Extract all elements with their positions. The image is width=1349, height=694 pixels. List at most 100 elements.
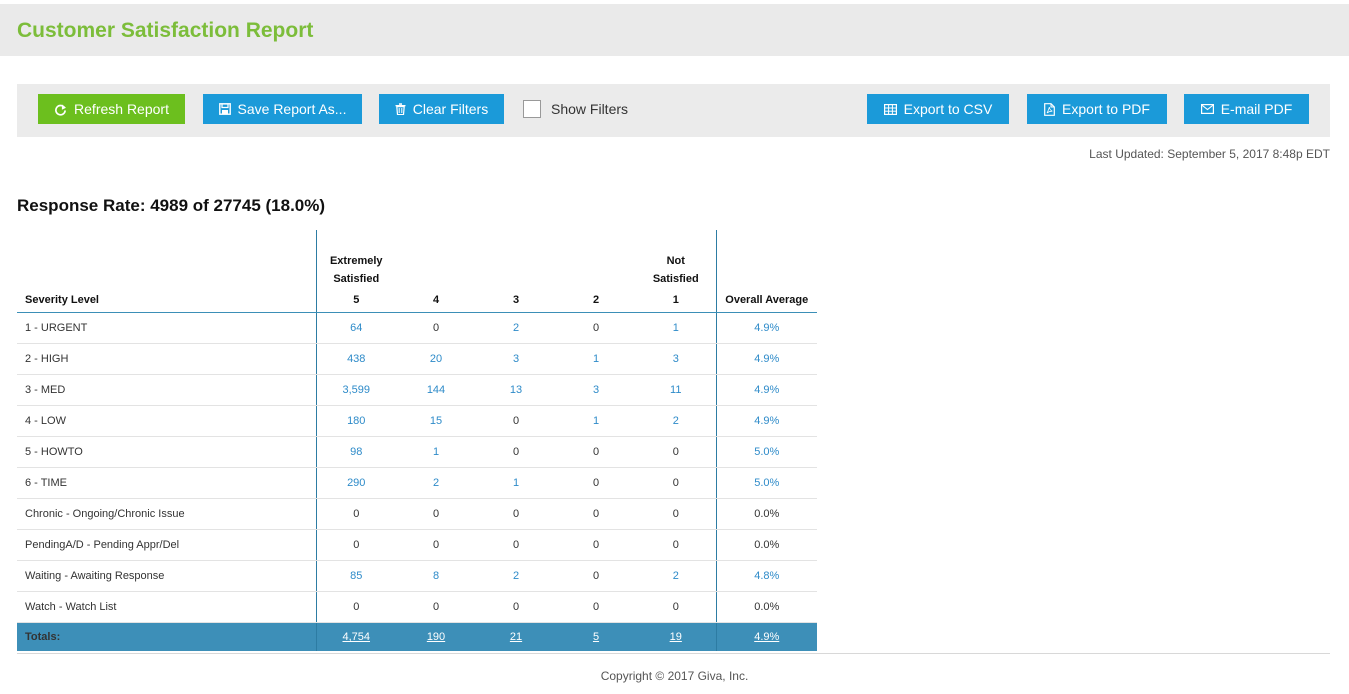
rating-5-count[interactable]: 438 — [347, 353, 366, 365]
export-csv-button[interactable]: Export to CSV — [867, 94, 1009, 124]
overall-average-label: Overall Average — [725, 294, 809, 306]
rating-5-count[interactable]: 64 — [350, 322, 363, 334]
table-cell: 0 — [556, 498, 636, 530]
satisfaction-table: Severity Level Extremely Satisfied 5 4 3… — [17, 230, 817, 651]
trash-icon — [395, 103, 406, 115]
rating-4-count[interactable]: 2 — [432, 477, 440, 489]
totals-rating-2-link[interactable]: 5 — [592, 631, 600, 643]
rating-5-count[interactable]: 85 — [350, 570, 363, 582]
rating-4-count[interactable]: 144 — [426, 384, 446, 396]
table-cell: 0 — [636, 529, 717, 561]
extremely-satisfied-line2: Satisfied — [333, 273, 380, 285]
table-cell: 5.0% — [716, 467, 817, 499]
table-cell: 0 — [316, 591, 396, 623]
response-rate-heading: Response Rate: 4989 of 27745 (18.0%) — [17, 196, 326, 215]
average-value[interactable]: 4.9% — [754, 415, 780, 427]
rating-3-count[interactable]: 2 — [512, 570, 520, 582]
clear-filters-button[interactable]: Clear Filters — [379, 94, 504, 124]
page-header: Customer Satisfaction Report — [0, 4, 1349, 56]
table-icon — [883, 103, 897, 115]
rating-2-count: 0 — [592, 601, 600, 613]
rating-1-count[interactable]: 2 — [672, 570, 679, 582]
severity-level-cell: 2 - HIGH — [17, 343, 317, 375]
totals-row: Totals: 4,754 190 21 5 19 4.9% — [17, 622, 817, 651]
rating-1-count[interactable]: 11 — [670, 384, 682, 396]
rating-3-count[interactable]: 2 — [512, 322, 520, 334]
column-5-number: 5 — [353, 294, 360, 306]
rating-5-count[interactable]: 3,599 — [342, 384, 371, 396]
table-cell: 5.0% — [716, 436, 817, 468]
totals-rating-5-link[interactable]: 4,754 — [342, 631, 371, 643]
column-3-number: 3 — [512, 294, 520, 306]
save-report-as-button[interactable]: Save Report As... — [203, 94, 362, 124]
average-value[interactable]: 5.0% — [754, 477, 780, 489]
table-cell: 0 — [476, 591, 556, 623]
rating-4-count[interactable]: 15 — [429, 415, 443, 427]
table-row: 6 - TIME 290 2 1 0 0 5.0% — [17, 467, 817, 499]
rating-4-count[interactable]: 1 — [432, 446, 440, 458]
table-cell: 11 — [636, 374, 717, 406]
table-cell: 2 — [636, 405, 717, 437]
rating-4-count[interactable]: 8 — [432, 570, 440, 582]
rating-3-count[interactable]: 3 — [512, 353, 520, 365]
rating-3-count[interactable]: 13 — [509, 384, 523, 396]
table-cell: 1 — [636, 312, 717, 344]
table-cell: 1 — [476, 467, 556, 499]
rating-2-count: 0 — [592, 508, 600, 520]
rating-2-count[interactable]: 1 — [592, 353, 600, 365]
table-cell: 4.9% — [716, 343, 817, 375]
extremely-satisfied-line1: Extremely — [329, 255, 383, 267]
rating-2-count: 0 — [592, 539, 600, 551]
totals-rating-4-link[interactable]: 190 — [426, 631, 446, 643]
average-value[interactable]: 4.9% — [754, 353, 780, 365]
pdf-file-icon — [1044, 102, 1055, 116]
column-5-header: Extremely Satisfied 5 — [316, 230, 396, 313]
rating-3-count: 0 — [512, 539, 520, 551]
table-row: Waiting - Awaiting Response 85 8 2 0 2 4.8% — [17, 560, 817, 592]
rating-3-count[interactable]: 1 — [512, 477, 520, 489]
average-value[interactable]: 4.9% — [754, 384, 780, 396]
table-cell: 64 — [316, 312, 396, 344]
rating-5-count[interactable]: 98 — [350, 446, 363, 458]
envelope-icon — [1200, 104, 1214, 114]
rating-1-count: 0 — [672, 539, 679, 551]
table-cell: 0 — [636, 467, 717, 499]
average-value[interactable]: 4.8% — [754, 570, 780, 582]
totals-cell: 5 — [556, 622, 636, 651]
rating-1-count[interactable]: 3 — [672, 353, 679, 365]
rating-1-count[interactable]: 1 — [672, 322, 679, 334]
rating-1-count[interactable]: 2 — [672, 415, 679, 427]
export-pdf-button[interactable]: Export to PDF — [1027, 94, 1167, 124]
average-value[interactable]: 4.9% — [754, 322, 780, 334]
table-cell: 0 — [556, 436, 636, 468]
last-updated-text: Last Updated: September 5, 2017 8:48p ED… — [1089, 147, 1330, 161]
table-cell: 0 — [316, 498, 396, 530]
rating-2-count[interactable]: 1 — [592, 415, 600, 427]
column-3-header: 3 — [476, 230, 556, 313]
totals-average-link[interactable]: 4.9% — [754, 631, 780, 643]
table-cell: 1 — [556, 405, 636, 437]
column-1-number: 1 — [672, 294, 679, 306]
table-cell: 290 — [316, 467, 396, 499]
severity-level-cell: 5 - HOWTO — [17, 436, 317, 468]
rating-2-count[interactable]: 3 — [592, 384, 600, 396]
table-cell: 15 — [396, 405, 476, 437]
rating-4-count[interactable]: 20 — [429, 353, 443, 365]
table-cell: 0 — [316, 529, 396, 561]
table-cell: 180 — [316, 405, 396, 437]
rating-5-count[interactable]: 290 — [347, 477, 366, 489]
totals-rating-3-link[interactable]: 21 — [509, 631, 523, 643]
email-pdf-button[interactable]: E-mail PDF — [1184, 94, 1309, 124]
show-filters-toggle[interactable]: Show Filters — [523, 98, 628, 120]
table-cell: 0.0% — [716, 498, 817, 530]
refresh-report-button[interactable]: Refresh Report — [38, 94, 185, 124]
average-value[interactable]: 5.0% — [754, 446, 780, 458]
not-satisfied-line1: Not — [666, 255, 685, 267]
table-cell: 0 — [476, 498, 556, 530]
rating-5-count[interactable]: 180 — [347, 415, 366, 427]
refresh-report-label: Refresh Report — [74, 101, 169, 117]
show-filters-checkbox[interactable] — [523, 100, 541, 118]
table-cell: 2 — [476, 312, 556, 344]
totals-rating-1-link[interactable]: 19 — [669, 631, 682, 643]
toolbar: Refresh Report Save Report As... Clear F… — [17, 84, 1330, 137]
